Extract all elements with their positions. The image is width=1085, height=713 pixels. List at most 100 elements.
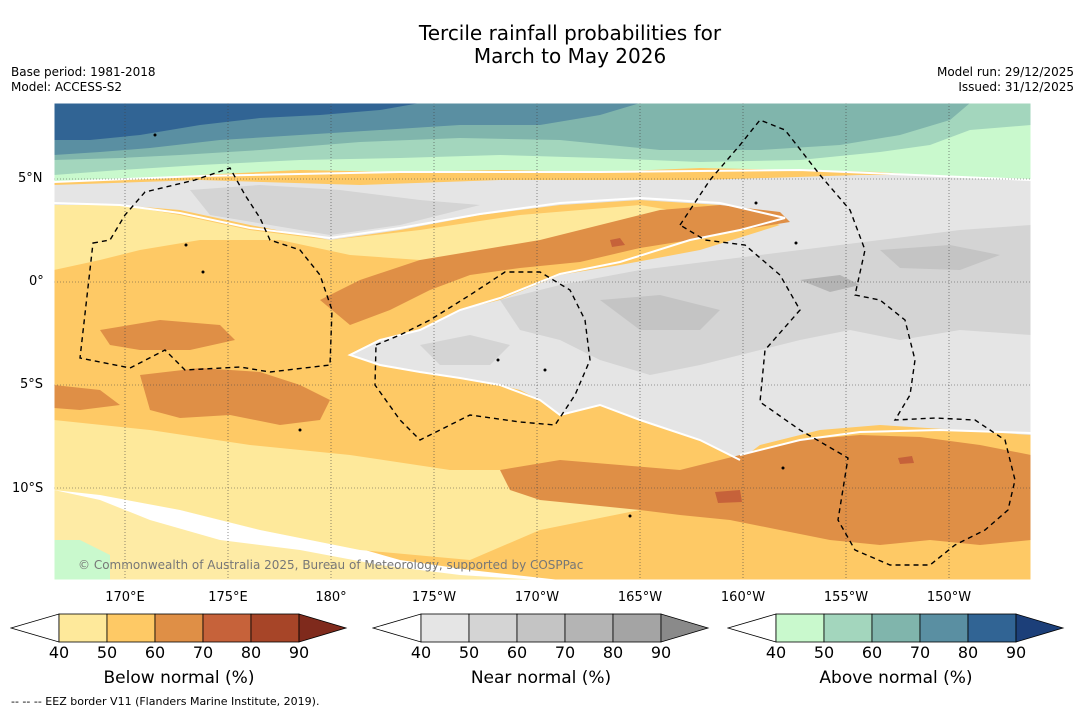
colorbar-near-over-triangle [660,613,710,643]
tick-below-40: 40 [48,643,70,662]
lon-label-150w: 150°W [926,590,972,605]
lon-label-175w: 175°W [411,590,457,605]
tick-above-70: 70 [909,643,931,662]
lon-label-160w: 160°W [720,590,766,605]
field-below-70-b [715,490,742,503]
lat-label-0: 0° [29,274,44,289]
lat-label-5n: 5°N [18,171,43,186]
island-dot [184,243,188,247]
colorbar-below [10,613,348,643]
map-frame [53,102,1032,581]
field-below-60-mid [140,368,330,425]
tick-above-90: 90 [1005,643,1027,662]
lon-label-180: 180° [315,590,347,605]
lat-label-10s: 10°S [12,481,44,496]
tick-below-50: 50 [96,643,118,662]
model-name: Model: ACCESS-S2 [11,80,123,94]
island-dot [794,241,798,245]
island-dot [628,514,632,518]
island-dot [298,428,302,432]
probability-field [54,103,1031,580]
colorbar-below-swatches [10,613,348,643]
colorbar-below-under-triangle [10,613,60,643]
field-above-40-sw [54,540,110,580]
colorbar-near-swatch-5 [612,613,662,643]
colorbar-above-swatch-3 [871,613,921,643]
field-above-80 [54,103,420,140]
base-period: Base period: 1981-2018 [11,65,156,79]
colorbar-below-swatch-1 [58,613,108,643]
tick-above-50: 50 [813,643,835,662]
map-title: Tercile rainfall probabilities for March… [0,22,1085,68]
tick-near-70: 70 [554,643,576,662]
meta-left: Base period: 1981-2018 Model: ACCESS-S2 [11,65,156,95]
colorbar-near [372,613,710,643]
field-below-60-edge [54,385,120,410]
meta-right: Model run: 29/12/2025 Issued: 31/12/2025 [937,65,1074,95]
lat-label-5s: 5°S [20,377,44,392]
field-boundary-south [739,428,1031,456]
colorbar-above-under-triangle [727,613,777,643]
eez-borders [79,119,1016,566]
tick-below-80: 80 [240,643,262,662]
colorbar-near-swatch-4 [564,613,614,643]
tick-near-40: 40 [410,643,432,662]
field-below-70-c [898,456,914,464]
colorbar-below-swatch-3 [154,613,204,643]
lon-label-170w: 170°W [514,590,560,605]
field-below-60-west [100,320,235,350]
colorbar-near-swatches [372,613,710,643]
colorbar-above-swatch-2 [823,613,873,643]
colorbar-above-swatch-1 [775,613,825,643]
tick-above-60: 60 [861,643,883,662]
lon-label-170e: 170°E [105,590,145,605]
island-dot [201,270,205,274]
field-boundary-above [54,168,1031,183]
field-near-60-patch1 [600,295,720,330]
colorbar-above-over-triangle [1015,613,1065,643]
field-near-50-patch [420,335,510,365]
eez-kiribati-line [679,119,1016,566]
field-below-60-north [320,205,790,325]
tick-near-60: 60 [506,643,528,662]
tick-above-40: 40 [765,643,787,662]
island-dot [543,368,547,372]
title-line-2: March to May 2026 [473,44,667,68]
field-near-60-patch2 [880,245,1000,270]
tick-below-90: 90 [288,643,310,662]
graticule [54,103,1031,580]
lon-label-165w: 165°W [617,590,663,605]
field-below-40-south [54,420,700,560]
field-below-40-sw [54,490,540,580]
eez-kiribati-gilbert [79,167,333,373]
field-boundary-near [54,196,786,461]
tick-near-50: 50 [458,643,480,662]
colorbar-below-swatch-4 [202,613,252,643]
eez-legend-footer: -- -- -- EEZ border V11 (Flanders Marine… [11,695,320,708]
island-dot [781,466,785,470]
title-line-1: Tercile rainfall probabilities for [418,21,722,45]
colorbar-near-title: Near normal (%) [470,668,612,688]
model-run: Model run: 29/12/2025 [936,65,1074,79]
colorbar-above-title: Above normal (%) [819,668,973,688]
tick-near-80: 80 [602,643,624,662]
tick-below-60: 60 [144,643,166,662]
colorbar-near-under-triangle [372,613,422,643]
colorbar-above-swatch-4 [919,613,969,643]
colorbar-near-swatch-3 [516,613,566,643]
tick-near-90: 90 [650,643,672,662]
field-below-70-a [610,238,625,247]
colorbar-below-over-triangle [298,613,348,643]
colorbar-above [727,613,1065,643]
island-dot [496,358,500,362]
colorbar-near-swatch-2 [468,613,518,643]
lon-label-155w: 155°W [823,590,869,605]
island-dot [153,133,157,137]
issued-date: Issued: 31/12/2025 [958,80,1074,94]
colorbar-near-swatch-1 [420,613,470,643]
tick-above-80: 80 [957,643,979,662]
lon-label-175e: 175°E [208,590,248,605]
eez-kiribati-phoenix [374,271,591,441]
islands [153,133,798,518]
